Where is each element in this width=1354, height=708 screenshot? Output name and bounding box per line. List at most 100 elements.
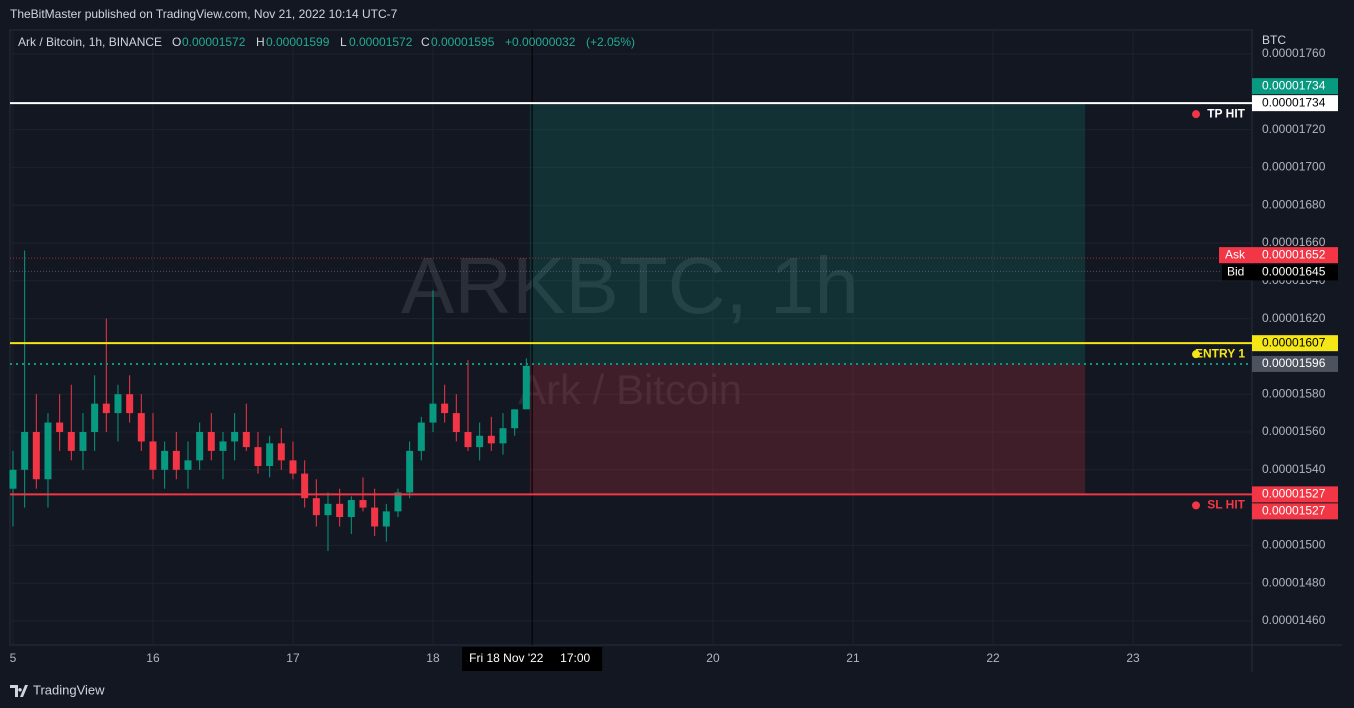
footer: TradingView — [10, 682, 105, 697]
price-label: 0.00001527 — [1262, 487, 1326, 501]
candle-body — [382, 511, 390, 527]
loss-zone — [529, 363, 1086, 495]
candle-body — [9, 469, 17, 489]
high-value: 0.00001599 — [266, 35, 330, 49]
y-tick-label: 0.00001680 — [1262, 197, 1326, 211]
ohlc-legend: O 0.00001572 H 0.00001599 L 0.00001572 C… — [172, 35, 635, 49]
candle-body — [161, 450, 169, 470]
bid-tag: Bid — [1227, 265, 1244, 279]
candle-body — [452, 413, 460, 432]
candle-body — [371, 507, 379, 527]
candle-body — [429, 403, 437, 423]
candle-body — [312, 498, 320, 516]
candle-body — [114, 394, 122, 414]
candle-body — [21, 431, 29, 470]
candle-body — [266, 443, 274, 467]
tp-icon — [1192, 110, 1200, 119]
plot-area — [9, 29, 1253, 646]
price-label: 0.00001527 — [1262, 504, 1326, 518]
price-label: 0.00001734 — [1262, 95, 1326, 109]
candle-body — [406, 450, 414, 493]
candle-body — [289, 460, 297, 474]
candle-body — [242, 431, 250, 448]
price-label: 0.00001596 — [1262, 356, 1326, 370]
candle-body — [184, 460, 192, 470]
candle-body — [301, 473, 309, 499]
price-label-bg — [1252, 247, 1338, 264]
candle-body — [394, 492, 402, 512]
price-label-bg — [1252, 335, 1338, 352]
y-tick-label: 0.00001460 — [1262, 613, 1326, 627]
low-label: L — [340, 35, 347, 49]
candle-body — [511, 409, 519, 429]
y-tick-label: 0.00001560 — [1262, 424, 1326, 438]
publisher: TheBitMaster published on TradingView.co… — [10, 7, 398, 21]
price-label: 0.00001607 — [1262, 335, 1326, 349]
y-axis-unit: BTC — [1262, 33, 1286, 47]
y-tick-label: 0.00001720 — [1262, 122, 1326, 136]
price-label-bg — [1252, 264, 1338, 281]
crosshair-date: Fri 18 Nov '22 — [469, 651, 544, 665]
ask-tag-bg — [1219, 247, 1252, 264]
candle-body — [277, 443, 285, 461]
candle-body — [417, 422, 425, 451]
candle-body — [137, 413, 145, 442]
candle-body — [91, 403, 99, 432]
price-label-bg — [1252, 78, 1338, 95]
crosshair-label-bg — [462, 647, 603, 671]
ask-tag: Ask — [1225, 247, 1246, 261]
y-tick-label: 0.00001500 — [1262, 538, 1326, 552]
sl-icon — [1192, 501, 1200, 510]
candle-body — [172, 450, 180, 470]
candle-body — [359, 500, 367, 508]
change-pct: (+2.05%) — [586, 35, 635, 49]
x-tick-label: 18 — [426, 651, 440, 665]
low-value: 0.00001572 — [349, 35, 413, 49]
candle-body — [231, 431, 239, 442]
bid-tag-bg — [1222, 264, 1252, 281]
position-box — [529, 103, 1086, 495]
y-tick-label: 0.00001700 — [1262, 160, 1326, 174]
sl-tag: SL HIT — [1207, 498, 1245, 512]
entry-tag: ENTRY 1 — [1195, 346, 1245, 360]
candle-body — [102, 403, 110, 414]
brand: TradingView — [33, 682, 105, 697]
x-tick-label: 20 — [706, 651, 720, 665]
y-tick-label: 0.00001760 — [1262, 46, 1326, 60]
price-label: 0.00001734 — [1262, 78, 1326, 92]
candle-body — [32, 431, 40, 480]
candle-body — [464, 431, 472, 448]
candle-body — [149, 441, 157, 470]
x-tick-label: 23 — [1126, 651, 1140, 665]
candle-body — [67, 431, 75, 451]
high-label: H — [256, 35, 265, 49]
candle-body — [207, 431, 215, 451]
change: +0.00000032 — [505, 35, 576, 49]
symbol-title: Ark / Bitcoin, 1h, BINANCE — [18, 35, 162, 49]
price-label-bg — [1252, 503, 1338, 520]
candle-body — [254, 447, 262, 467]
tp-tag: TP HIT — [1207, 106, 1245, 120]
candle-body — [56, 422, 64, 432]
candle-body — [219, 441, 227, 451]
x-tick-label: 21 — [846, 651, 860, 665]
watermark-name: Ark / Bitcoin — [518, 366, 742, 413]
candle-body — [476, 435, 484, 448]
price-label-bg — [1252, 486, 1338, 503]
levels: TP HIT ENTRY 1 SL HIT — [10, 30, 1252, 645]
open-value: 0.00001572 — [182, 35, 246, 49]
close-label: C — [421, 35, 430, 49]
x-tick-label: 16 — [146, 651, 160, 665]
watermark-symbol: ARKBTC, 1h — [401, 241, 859, 330]
crosshair-time: 17:00 — [560, 651, 590, 665]
x-tick-label: 22 — [986, 651, 1000, 665]
candle-body — [347, 500, 355, 518]
y-tick-label: 0.00001580 — [1262, 386, 1326, 400]
candle-body — [126, 394, 134, 414]
price-label: 0.00001652 — [1262, 247, 1326, 261]
axes: 0.00001460 0.00001480 0.00001500 0.00001540… — [10, 46, 1338, 671]
price-label-bg — [1252, 95, 1338, 112]
candle-body — [44, 422, 52, 480]
x-tick-label: 17 — [286, 651, 300, 665]
